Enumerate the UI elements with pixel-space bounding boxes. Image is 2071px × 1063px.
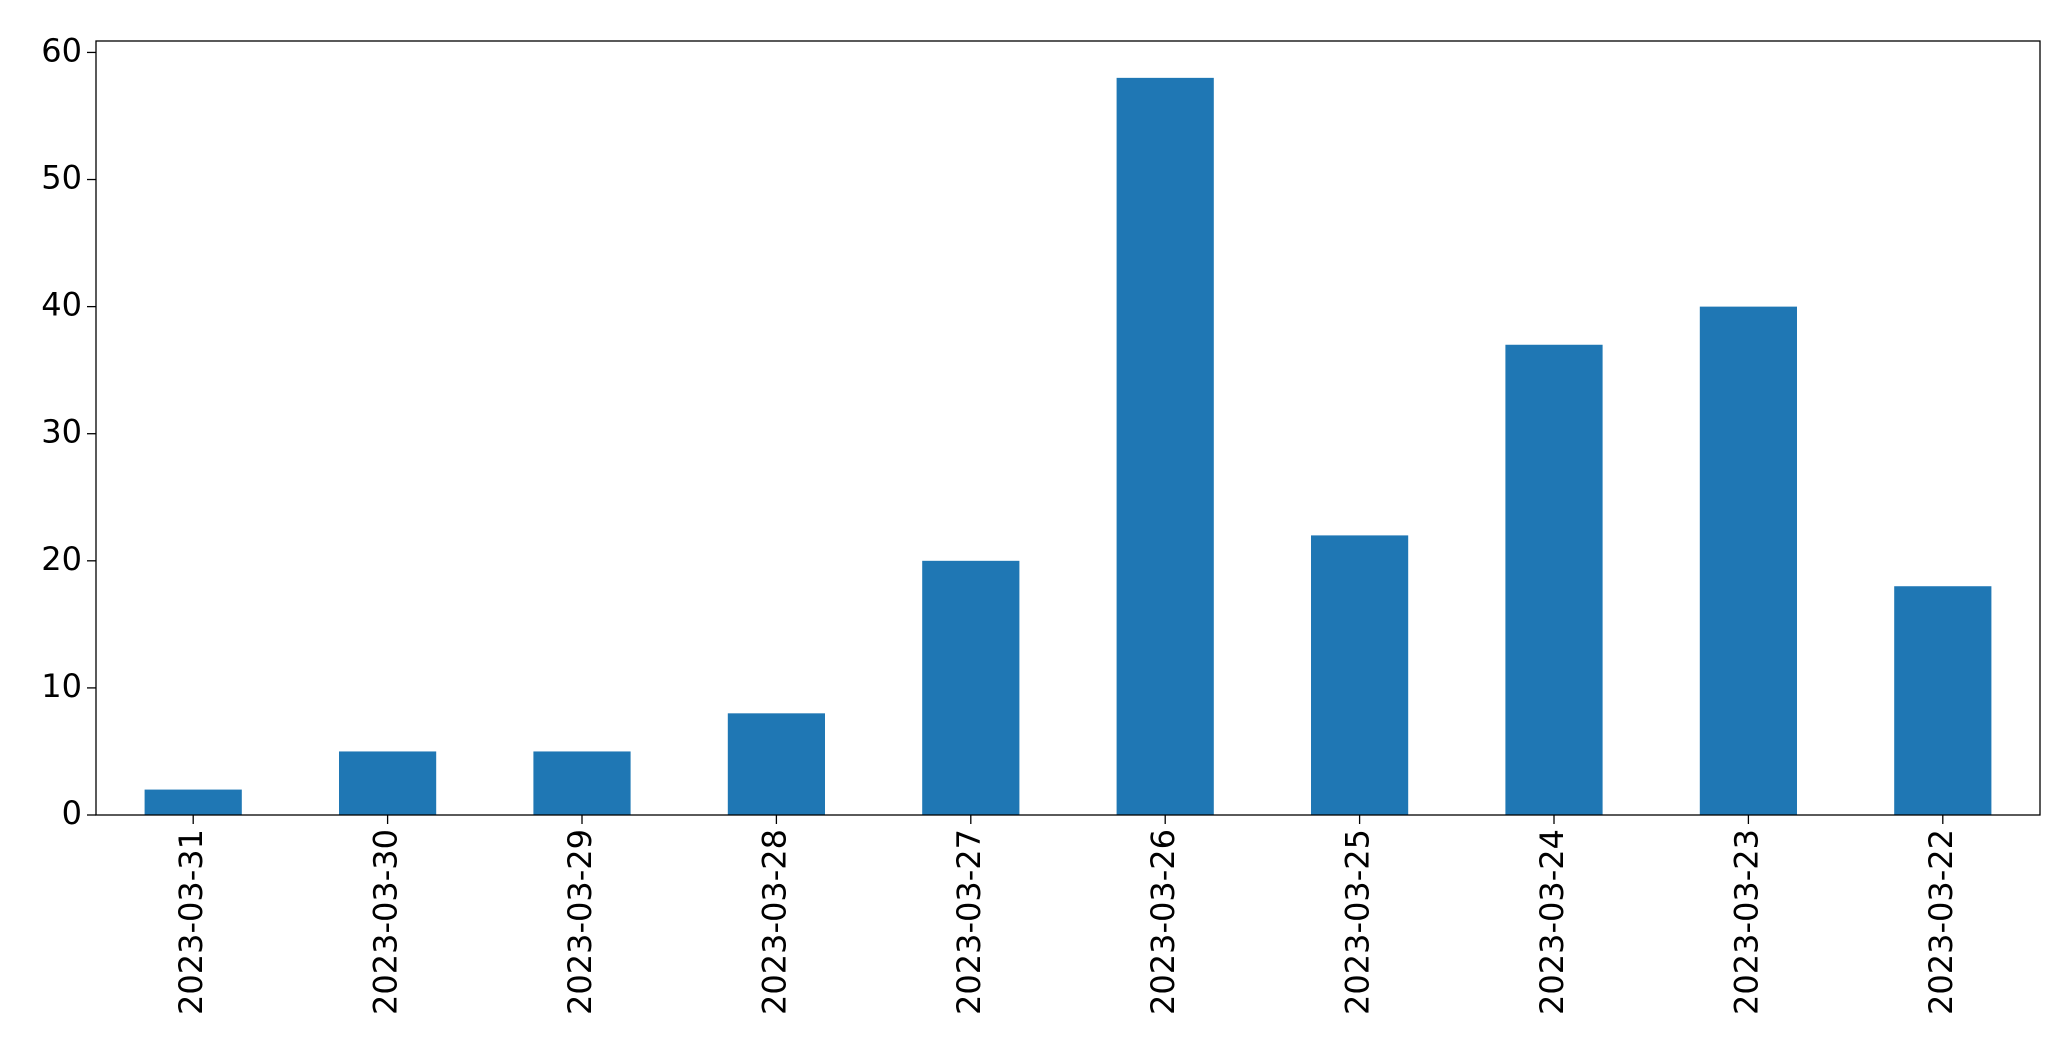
bar (1894, 586, 1992, 815)
x-tick-label: 2023-03-28 (755, 829, 793, 1015)
y-tick-label: 30 (41, 413, 82, 451)
x-tick-label: 2023-03-27 (950, 829, 988, 1015)
x-tick-label: 2023-03-24 (1533, 829, 1571, 1015)
x-tick-label: 2023-03-26 (1144, 829, 1182, 1015)
y-tick-label: 20 (41, 540, 82, 578)
y-tick-label: 40 (41, 286, 82, 324)
x-tick-label: 2023-03-25 (1339, 829, 1377, 1015)
bar (727, 713, 825, 815)
x-tick-label: 2023-03-31 (172, 829, 210, 1015)
bar (922, 560, 1020, 815)
bar (144, 789, 242, 815)
x-tick-label: 2023-03-23 (1727, 829, 1765, 1015)
bar (1116, 77, 1214, 816)
x-tick-label: 2023-03-30 (367, 829, 405, 1015)
bar (1699, 306, 1797, 815)
y-tick-label: 60 (41, 31, 82, 69)
bar (339, 751, 437, 815)
bar (1311, 535, 1409, 815)
bar (533, 751, 631, 815)
plot-frame (95, 40, 2041, 816)
x-tick-label: 2023-03-29 (561, 829, 599, 1015)
y-tick-label: 50 (41, 159, 82, 197)
x-tick-label: 2023-03-22 (1922, 829, 1960, 1015)
y-tick-label: 10 (41, 667, 82, 705)
y-tick-label: 0 (62, 794, 82, 832)
bar (1505, 344, 1603, 815)
